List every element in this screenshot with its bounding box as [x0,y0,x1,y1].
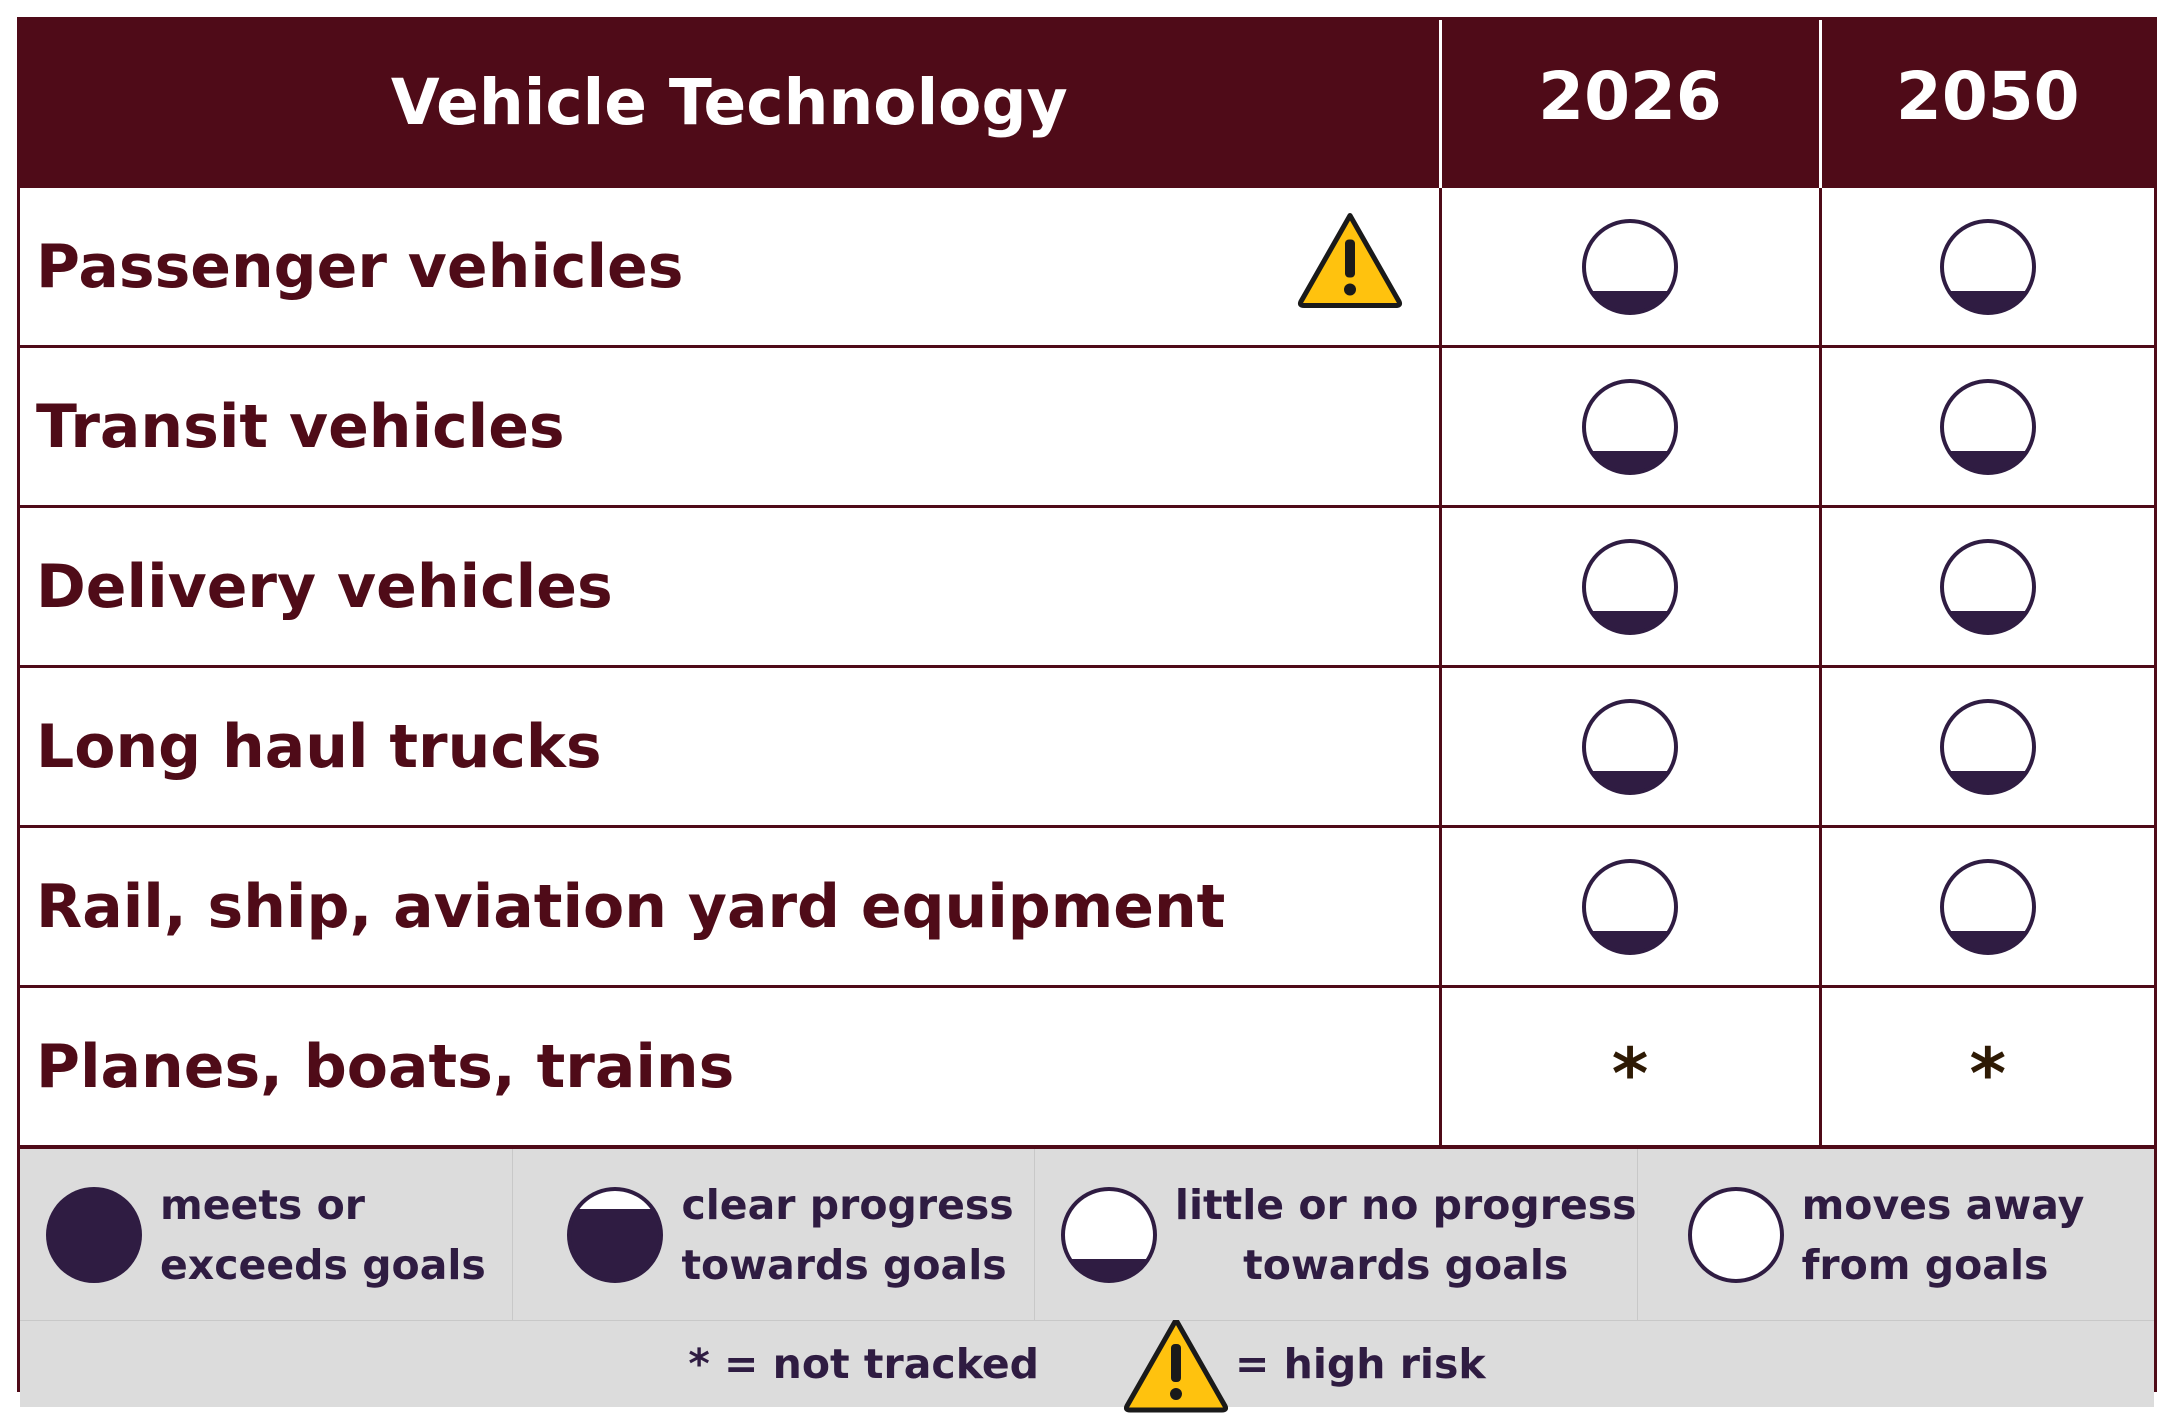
legend-away-line1: moves away [1801,1180,2085,1229]
slightly-filled-circle-icon [1939,378,2036,475]
status-cell-2050 [1820,185,2154,347]
row-label: Long haul trucks [36,711,602,782]
legend-little-line1: little or no progress [1174,1180,1637,1229]
empty-circle-icon [1687,1186,1784,1283]
status-cell-2026 [1440,185,1822,347]
row-label-cell: Transit vehicles [20,345,1442,507]
status-cell-2026 [1440,825,1822,987]
header-year-2026: 2026 [1440,20,1822,187]
row-label: Passenger vehicles [36,231,684,302]
not-tracked-note: * = not tracked [688,1340,1040,1388]
slightly-filled-circle-icon [1582,378,1678,475]
table-row: Passenger vehicles [20,185,2154,347]
header-title: Vehicle Technology [20,20,1442,187]
row-label: Rail, ship, aviation yard equipment [36,871,1226,942]
legend-meets-line2: exceeds goals [160,1240,486,1289]
legend-away-line2: from goals [1801,1240,2049,1289]
slightly-filled-circle-icon [1939,538,2036,635]
row-label: Delivery vehicles [36,551,613,622]
not-tracked-star: * [1611,1032,1649,1115]
legend-little-progress: little or no progress towards goals [1035,1149,1638,1320]
legend-meets-goals: meets or exceeds goals [20,1149,514,1320]
slightly-filled-circle-icon [1939,698,2036,795]
legend-footer: * = not tracked = high risk [20,1320,2154,1407]
vehicle-technology-scorecard: Vehicle Technology 2026 2050 Passenger v… [17,17,2157,1392]
slightly-filled-circle-icon [1060,1186,1157,1283]
mostly-filled-circle-icon [567,1186,664,1283]
table-row: Rail, ship, aviation yard equipment [20,825,2154,987]
status-cell-2050 [1820,825,2154,987]
not-tracked-star: * [1969,1032,2007,1115]
row-label-cell: Delivery vehicles [20,505,1442,667]
status-cell-2050 [1820,665,2154,827]
table-row: Transit vehicles [20,345,2154,507]
legend-little-line2: towards goals [1243,1240,1569,1289]
high-risk-note: = high risk [1235,1340,1486,1388]
table-row: Long haul trucks [20,665,2154,827]
legend-clear-line2: towards goals [681,1240,1007,1289]
scorecard-table: Vehicle Technology 2026 2050 Passenger v… [20,20,2154,1145]
status-cell-2050 [1820,345,2154,507]
slightly-filled-circle-icon [1582,858,1678,955]
status-cell-2026 [1440,665,1822,827]
slightly-filled-circle-icon [1939,218,2036,315]
status-cell-2026 [1440,345,1822,507]
table-row: Planes, boats, trains * * [20,985,2154,1145]
row-label-cell: Planes, boats, trains [20,985,1442,1145]
row-label-cell: Long haul trucks [20,665,1442,827]
status-cell-2026: * [1440,985,1822,1145]
row-label: Transit vehicles [36,391,565,462]
warning-icon [1121,1314,1231,1414]
row-label-cell: Rail, ship, aviation yard equipment [20,825,1442,987]
legend-meets-line1: meets or [160,1180,365,1229]
legend: meets or exceeds goals clear progress to… [20,1145,2154,1320]
table-row: Delivery vehicles [20,505,2154,667]
row-label: Planes, boats, trains [36,1031,735,1102]
legend-clear-line1: clear progress [681,1180,1014,1229]
slightly-filled-circle-icon [1582,538,1678,635]
slightly-filled-circle-icon [1582,698,1678,795]
header-year-2050: 2050 [1820,20,2154,187]
full-circle-icon [46,1186,142,1283]
warning-icon [1295,209,1405,324]
legend-clear-progress: clear progress towards goals [513,1149,1035,1320]
slightly-filled-circle-icon [1582,218,1678,315]
slightly-filled-circle-icon [1939,858,2036,955]
header-row: Vehicle Technology 2026 2050 [20,20,2154,187]
row-label-cell: Passenger vehicles [20,185,1442,347]
status-cell-2026 [1440,505,1822,667]
status-cell-2050: * [1820,985,2154,1145]
legend-moves-away: moves away from goals [1638,1149,2154,1320]
status-cell-2050 [1820,505,2154,667]
